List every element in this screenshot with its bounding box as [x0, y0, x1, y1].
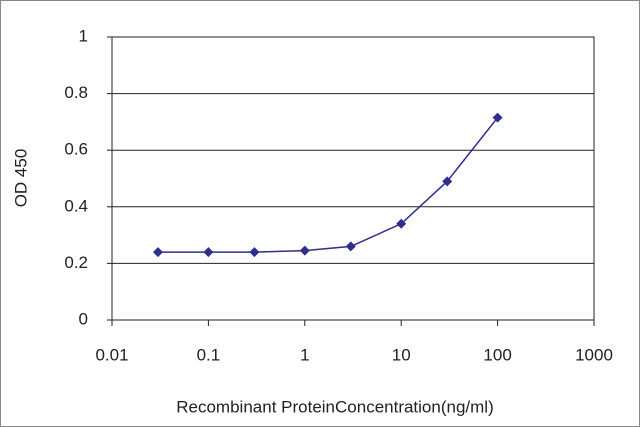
- y-tick-label: 0.6: [64, 140, 88, 159]
- data-point: [152, 247, 163, 258]
- y-tick-label: 0.4: [64, 196, 88, 215]
- y-tick-label: 0: [79, 309, 88, 328]
- x-tick-label: 1: [300, 345, 309, 364]
- data-point: [203, 247, 214, 258]
- y-tick-label: 1: [79, 26, 88, 45]
- data-point: [492, 112, 503, 123]
- x-tick-label: 10: [392, 345, 411, 364]
- data-line: [157, 117, 499, 253]
- data-point: [345, 241, 356, 252]
- y-tick-label: 0.2: [64, 253, 88, 272]
- data-point: [442, 176, 453, 187]
- x-tick-label: 0.1: [197, 345, 221, 364]
- data-point: [299, 245, 310, 256]
- y-axis-label: OD 450: [11, 149, 30, 208]
- y-tick-label: 0.8: [64, 83, 88, 102]
- data-point: [249, 247, 260, 258]
- plot-area: [111, 36, 595, 321]
- x-tick-label: 1000: [575, 345, 613, 364]
- x-tick-label: 100: [483, 345, 511, 364]
- x-tick-label: 0.01: [95, 345, 128, 364]
- data-point: [396, 218, 407, 229]
- x-axis-label: Recombinant ProteinConcentration(ng/ml): [176, 397, 494, 416]
